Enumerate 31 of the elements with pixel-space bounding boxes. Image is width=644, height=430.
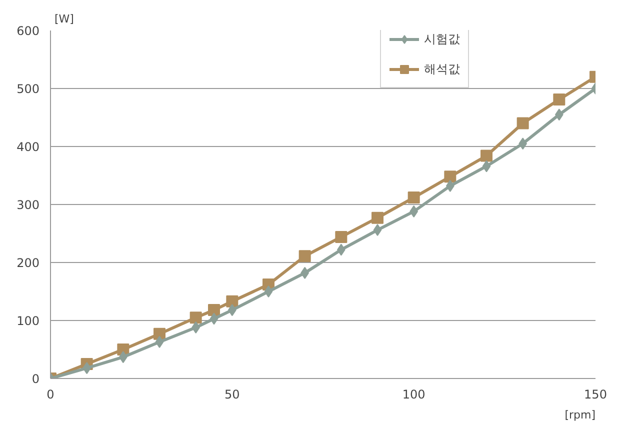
x-tick-label: 150 bbox=[584, 388, 607, 402]
point bbox=[335, 230, 348, 243]
x-tick-label: 0 bbox=[46, 388, 54, 402]
point bbox=[208, 304, 220, 316]
point bbox=[264, 286, 273, 298]
point bbox=[516, 117, 529, 130]
point bbox=[155, 336, 164, 348]
point bbox=[190, 312, 202, 324]
legend-label: 시험값 bbox=[424, 30, 460, 48]
point bbox=[298, 250, 311, 262]
point bbox=[408, 192, 420, 204]
point bbox=[226, 295, 238, 308]
y-tick-label: 400 bbox=[16, 140, 40, 154]
point bbox=[480, 150, 492, 162]
x-tick-label: 100 bbox=[402, 388, 426, 402]
x-tick-label: 50 bbox=[224, 388, 240, 402]
point bbox=[372, 212, 384, 224]
point bbox=[444, 170, 456, 183]
y-tick-label: 200 bbox=[16, 256, 40, 270]
point bbox=[482, 160, 491, 172]
y-tick-label: 500 bbox=[16, 82, 40, 96]
y-tick-label: 0 bbox=[32, 372, 40, 386]
y-tick-label: 300 bbox=[16, 198, 40, 212]
y-tick-label: 100 bbox=[16, 314, 40, 328]
x-axis-title: [rpm] bbox=[564, 408, 596, 422]
y-tick-label: 600 bbox=[16, 24, 40, 38]
point bbox=[210, 312, 218, 325]
point bbox=[553, 94, 566, 106]
point bbox=[373, 224, 382, 236]
y-axis-title: [W] bbox=[54, 12, 74, 26]
legend-label: 해석값 bbox=[424, 60, 460, 78]
